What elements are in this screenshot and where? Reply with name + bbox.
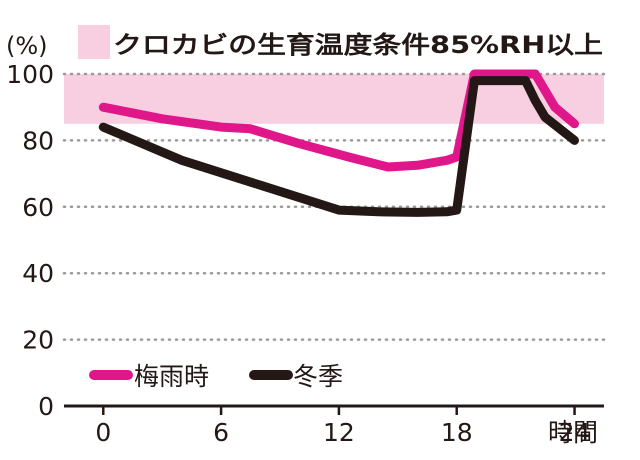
title-legend-swatch <box>78 25 110 59</box>
y-tick-label: 40 <box>22 259 54 288</box>
x-tick-label: 0 <box>95 418 111 447</box>
legend: 梅雨時 冬季 <box>89 362 343 391</box>
y-axis-unit-label: (%) <box>6 32 48 60</box>
chart-header: (%) クロカビの生育温度条件85%RH以上 <box>6 25 603 60</box>
series-line-winter <box>98 76 579 217</box>
y-tick-label: 60 <box>22 193 54 222</box>
y-tick-label: 100 <box>6 60 54 89</box>
legend-label-rainy-season: 梅雨時 <box>134 362 209 391</box>
series-line-rainy-season <box>98 69 579 172</box>
y-tick-label: 0 <box>38 392 54 421</box>
x-tick-label: 24 <box>559 418 591 447</box>
x-tick-label: 12 <box>323 418 355 447</box>
x-axis-title: 時間 <box>548 418 598 447</box>
x-tick-label: 6 <box>213 418 229 447</box>
legend-label-winter: 冬季 <box>293 362 343 391</box>
y-axis-tick-labels: 0 20 40 60 80 100 <box>6 60 54 421</box>
series-lines <box>98 69 579 217</box>
chart-title: クロカビの生育温度条件85%RH以上 <box>113 31 603 59</box>
x-axis-ticks: 0 6 12 18 24 <box>95 406 590 447</box>
y-tick-label: 20 <box>22 326 54 355</box>
legend-item-rainy-season: 梅雨時 <box>89 362 209 391</box>
y-tick-label: 80 <box>22 126 54 155</box>
x-tick-label: 18 <box>441 418 473 447</box>
legend-item-winter: 冬季 <box>249 362 343 391</box>
